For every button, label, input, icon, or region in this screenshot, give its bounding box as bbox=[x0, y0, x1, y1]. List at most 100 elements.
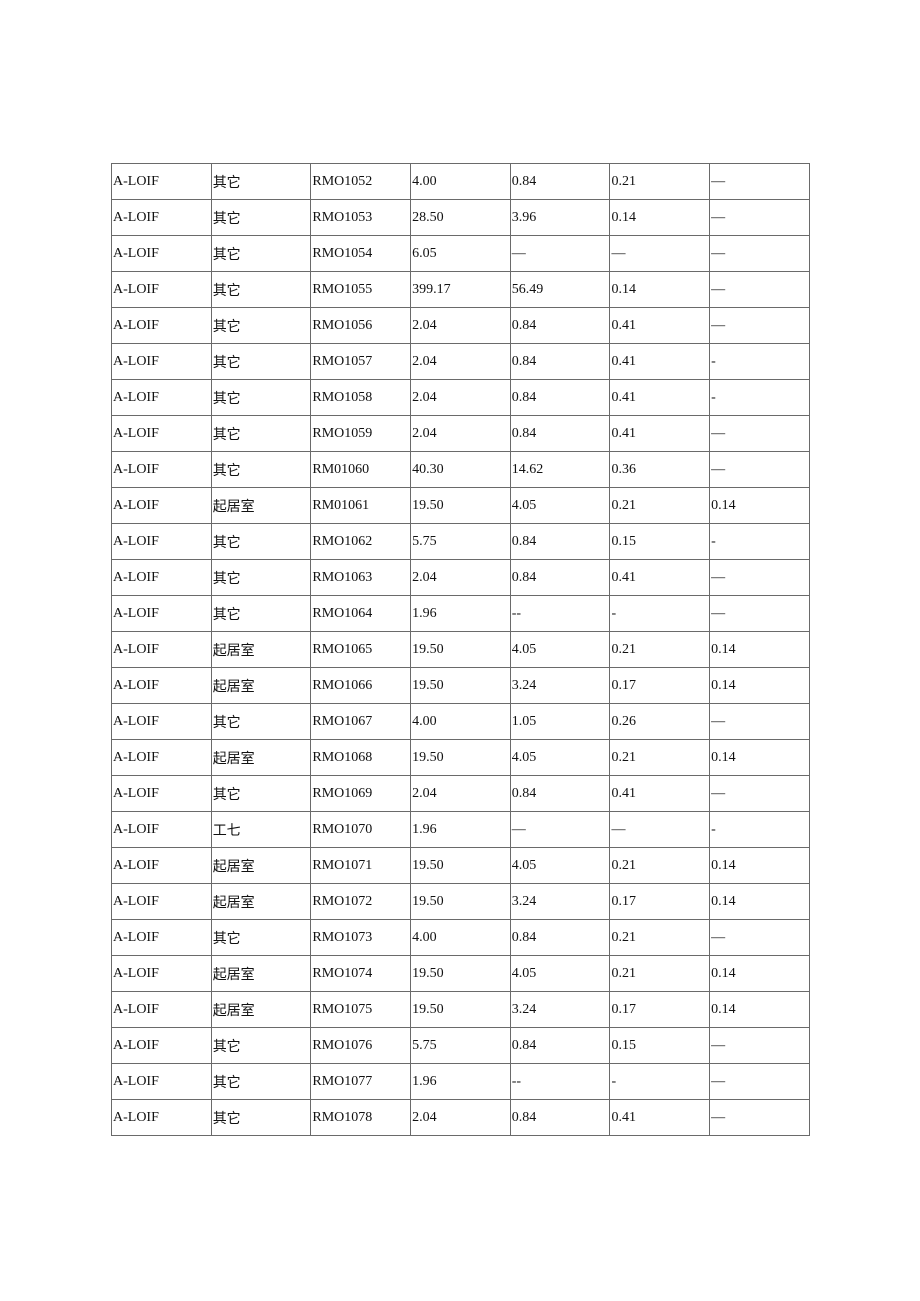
value-a-cell: 3.24 bbox=[509, 991, 611, 1028]
room-id-cell: RMO1059 bbox=[310, 415, 412, 452]
room-id-cell: RMO1074 bbox=[310, 955, 412, 992]
value-b-cell: — bbox=[609, 811, 711, 848]
room-type-cell: 起居室 bbox=[210, 991, 312, 1028]
room-id-cell: RMO1053 bbox=[310, 199, 412, 236]
room-type-cell: 其它 bbox=[210, 595, 312, 632]
value-c-cell: - bbox=[709, 343, 810, 380]
room-id-cell: RMO1069 bbox=[310, 775, 412, 812]
room-type-cell: 工七 bbox=[210, 811, 312, 848]
floor-cell: A-LOIF bbox=[111, 595, 212, 632]
value-c-cell: - bbox=[709, 523, 810, 560]
floor-cell: A-LOIF bbox=[111, 163, 212, 200]
room-id-cell: RMO1057 bbox=[310, 343, 412, 380]
floor-cell: A-LOIF bbox=[111, 703, 212, 740]
room-id-cell: RMO1058 bbox=[310, 379, 412, 416]
value-b-cell: 0.36 bbox=[609, 451, 711, 488]
area-cell: 2.04 bbox=[410, 343, 511, 380]
value-a-cell: 3.96 bbox=[509, 199, 611, 236]
value-a-cell: 0.84 bbox=[509, 919, 611, 956]
floor-cell: A-LOIF bbox=[111, 487, 212, 524]
table-row: A-LOIF 起居室 RMO1072 19.50 3.24 0.17 0.14 bbox=[111, 883, 810, 920]
value-a-cell: 0.84 bbox=[509, 1027, 611, 1064]
area-cell: 4.00 bbox=[410, 919, 511, 956]
value-a-cell: 56.49 bbox=[509, 271, 611, 308]
value-a-cell: 4.05 bbox=[509, 631, 611, 668]
room-id-cell: RM01061 bbox=[310, 487, 412, 524]
value-b-cell: 0.41 bbox=[609, 1099, 711, 1136]
value-a-cell: 4.05 bbox=[509, 955, 611, 992]
floor-cell: A-LOIF bbox=[111, 631, 212, 668]
value-c-cell: — bbox=[709, 595, 810, 632]
room-id-cell: RMO1055 bbox=[310, 271, 412, 308]
table-row: A-LOIF 其它 RMO1058 2.04 0.84 0.41- bbox=[111, 379, 810, 416]
area-cell: 2.04 bbox=[410, 1099, 511, 1136]
room-type-cell: 起居室 bbox=[210, 739, 312, 776]
room-type-cell: 其它 bbox=[210, 379, 312, 416]
area-cell: 19.50 bbox=[410, 883, 511, 920]
value-c-cell: — bbox=[709, 451, 810, 488]
value-c-cell: — bbox=[709, 703, 810, 740]
room-id-cell: RMO1070 bbox=[310, 811, 412, 848]
room-type-cell: 起居室 bbox=[210, 847, 312, 884]
value-c-cell: — bbox=[709, 559, 810, 596]
value-c-cell: 0.14 bbox=[709, 991, 810, 1028]
area-cell: 5.75 bbox=[410, 1027, 511, 1064]
room-type-cell: 其它 bbox=[210, 343, 312, 380]
room-id-cell: RMO1072 bbox=[310, 883, 412, 920]
floor-cell: A-LOIF bbox=[111, 847, 212, 884]
area-cell: 19.50 bbox=[410, 955, 511, 992]
floor-cell: A-LOIF bbox=[111, 955, 212, 992]
area-cell: 40.30 bbox=[410, 451, 511, 488]
room-type-cell: 其它 bbox=[210, 1099, 312, 1136]
room-id-cell: RMO1062 bbox=[310, 523, 412, 560]
value-c-cell: - bbox=[709, 379, 810, 416]
value-c-cell: — bbox=[709, 775, 810, 812]
floor-cell: A-LOIF bbox=[111, 199, 212, 236]
value-c-cell: — bbox=[709, 271, 810, 308]
value-a-cell: 4.05 bbox=[509, 847, 611, 884]
value-a-cell: 3.24 bbox=[509, 667, 611, 704]
value-a-cell: -- bbox=[509, 1063, 611, 1100]
room-type-cell: 其它 bbox=[210, 415, 312, 452]
value-b-cell: 0.15 bbox=[609, 1027, 711, 1064]
value-b-cell: — bbox=[609, 235, 711, 272]
table-row: A-LOIF 起居室 RMO1066 19.50 3.24 0.17 0.14 bbox=[111, 667, 810, 704]
floor-cell: A-LOIF bbox=[111, 523, 212, 560]
value-b-cell: - bbox=[609, 1063, 711, 1100]
room-type-cell: 其它 bbox=[210, 199, 312, 236]
room-type-cell: 起居室 bbox=[210, 667, 312, 704]
table-row: A-LOIF 起居室 RMO1068 19.50 4.05 0.21 0.14 bbox=[111, 739, 810, 776]
room-type-cell: 其它 bbox=[210, 703, 312, 740]
room-id-cell: RMO1067 bbox=[310, 703, 412, 740]
value-b-cell: 0.21 bbox=[609, 631, 711, 668]
area-cell: 2.04 bbox=[410, 775, 511, 812]
value-b-cell: 0.21 bbox=[609, 739, 711, 776]
floor-cell: A-LOIF bbox=[111, 883, 212, 920]
area-cell: 1.96 bbox=[410, 1063, 511, 1100]
value-a-cell: 3.24 bbox=[509, 883, 611, 920]
value-b-cell: 0.41 bbox=[609, 307, 711, 344]
table-row: A-LOIF 起居室 RM01061 19.50 4.05 0.21 0.14 bbox=[111, 487, 810, 524]
value-c-cell: — bbox=[709, 307, 810, 344]
floor-cell: A-LOIF bbox=[111, 343, 212, 380]
value-a-cell: 1.05 bbox=[509, 703, 611, 740]
value-b-cell: 0.41 bbox=[609, 415, 711, 452]
area-cell: 2.04 bbox=[410, 415, 511, 452]
room-type-cell: 其它 bbox=[210, 271, 312, 308]
floor-cell: A-LOIF bbox=[111, 775, 212, 812]
room-type-cell: 起居室 bbox=[210, 487, 312, 524]
room-id-cell: RMO1056 bbox=[310, 307, 412, 344]
area-cell: 2.04 bbox=[410, 559, 511, 596]
value-b-cell: 0.21 bbox=[609, 847, 711, 884]
value-b-cell: 0.41 bbox=[609, 379, 711, 416]
room-type-cell: 其它 bbox=[210, 559, 312, 596]
floor-cell: A-LOIF bbox=[111, 811, 212, 848]
area-cell: 19.50 bbox=[410, 739, 511, 776]
floor-cell: A-LOIF bbox=[111, 991, 212, 1028]
value-b-cell: 0.14 bbox=[609, 199, 711, 236]
floor-cell: A-LOIF bbox=[111, 235, 212, 272]
area-cell: 1.96 bbox=[410, 595, 511, 632]
area-cell: 19.50 bbox=[410, 991, 511, 1028]
floor-cell: A-LOIF bbox=[111, 307, 212, 344]
floor-cell: A-LOIF bbox=[111, 271, 212, 308]
